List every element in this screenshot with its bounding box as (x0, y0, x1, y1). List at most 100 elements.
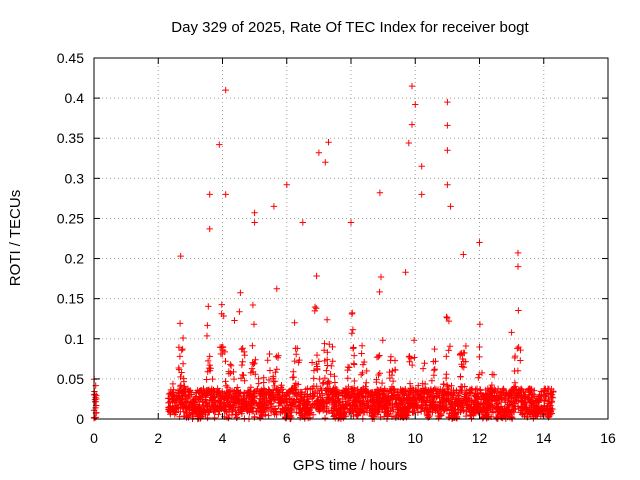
data-point (225, 370, 233, 377)
data-point (373, 376, 380, 383)
data-point (498, 403, 505, 410)
data-point (523, 406, 530, 413)
data-point (377, 273, 385, 281)
data-point (376, 288, 383, 296)
data-point (264, 357, 271, 364)
data-point (313, 305, 320, 312)
data-point (325, 139, 332, 146)
data-point (391, 389, 399, 396)
data-point (440, 381, 447, 388)
data-point (443, 353, 450, 360)
data-point (410, 401, 418, 408)
data-point (452, 398, 459, 406)
data-point (321, 340, 328, 347)
data-point (363, 379, 370, 386)
data-point (348, 310, 356, 318)
data-point (266, 367, 274, 374)
data-point (305, 414, 312, 422)
data-point (340, 409, 348, 417)
data-point (454, 406, 462, 413)
data-point (526, 385, 533, 392)
data-point (177, 408, 184, 415)
data-point (166, 398, 174, 405)
data-point (291, 390, 299, 398)
data-point (270, 203, 278, 210)
data-point (440, 392, 447, 399)
data-point (240, 395, 247, 403)
data-point (484, 407, 492, 414)
data-point (190, 402, 197, 409)
x-tick-label: 2 (154, 430, 162, 446)
data-point (412, 101, 419, 108)
data-point (237, 289, 244, 296)
data-point (311, 303, 319, 311)
data-point (378, 379, 386, 387)
data-point (270, 373, 277, 380)
data-point (499, 407, 506, 414)
data-point (251, 394, 258, 402)
data-point (334, 408, 341, 415)
data-point (484, 390, 491, 397)
data-point (360, 384, 367, 392)
data-point (536, 391, 543, 398)
data-point (230, 393, 237, 400)
data-point (273, 353, 280, 360)
data-point (409, 409, 416, 416)
data-point (439, 403, 446, 410)
data-point (247, 384, 255, 391)
data-point (322, 386, 329, 394)
data-point (323, 400, 331, 407)
data-point (287, 401, 294, 408)
data-point (273, 366, 280, 373)
data-point (358, 390, 366, 397)
data-point (405, 394, 412, 401)
data-point (401, 404, 409, 412)
data-point (399, 401, 406, 408)
data-point (511, 379, 519, 386)
data-point (168, 393, 175, 400)
data-point (323, 405, 330, 412)
data-point (358, 342, 366, 349)
data-point (202, 399, 209, 406)
data-point (233, 411, 240, 418)
data-point (419, 403, 426, 411)
data-point (414, 409, 422, 416)
data-point (350, 407, 357, 415)
data-point (370, 399, 377, 406)
data-point (247, 369, 255, 376)
data-point (206, 225, 213, 233)
data-point (489, 389, 496, 396)
data-point (240, 372, 247, 379)
data-point (384, 411, 392, 419)
data-point (406, 398, 414, 405)
data-point (178, 347, 185, 354)
data-point (241, 377, 248, 384)
data-point (206, 361, 213, 369)
data-point (508, 392, 516, 399)
x-axis-ticks: 0 2 4 6 8 10 12 14 16 (90, 58, 616, 446)
data-point (497, 390, 505, 398)
data-point (524, 394, 531, 401)
data-point (421, 397, 428, 405)
data-point (293, 351, 300, 358)
data-point (304, 409, 311, 416)
data-point (265, 376, 273, 384)
data-point (255, 375, 262, 382)
data-point (408, 82, 416, 90)
data-point (179, 334, 187, 342)
data-point (205, 364, 213, 372)
data-point (389, 396, 396, 403)
data-point (230, 375, 238, 383)
data-point (321, 374, 329, 382)
data-point (457, 373, 464, 381)
data-point (186, 387, 194, 394)
data-point (204, 368, 211, 375)
data-point (482, 411, 489, 418)
data-point (445, 317, 453, 325)
data-point (316, 375, 323, 383)
data-point (326, 379, 333, 387)
data-point (216, 398, 223, 405)
data-point (491, 403, 499, 411)
data-point (518, 386, 526, 394)
data-point (313, 351, 321, 359)
